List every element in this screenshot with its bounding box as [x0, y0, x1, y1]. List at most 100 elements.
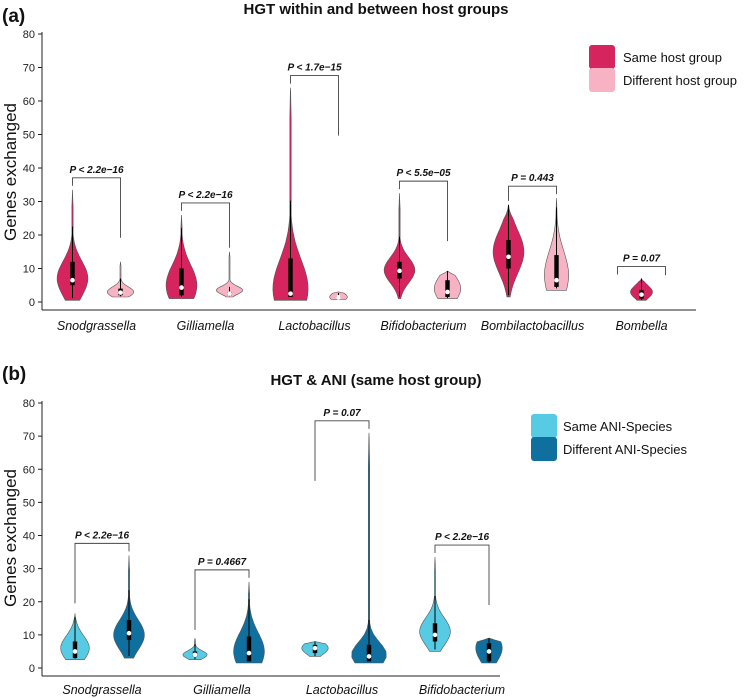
- x-tick-label-gilliamella: Gilliamella: [193, 683, 251, 697]
- iqr-box-snodgrassella-different-ani-species: [126, 619, 132, 640]
- panel-b-y-axis-label: Genes exchanged: [1, 469, 20, 607]
- legend-label-same-host-group: Same host group: [623, 50, 722, 65]
- significance-bracket-lactobacillus: [314, 420, 370, 481]
- panel-a-label: (a): [2, 6, 25, 27]
- significance-bracket-bombilactobacillus: [508, 185, 557, 201]
- y-tick-label: 20: [23, 230, 35, 242]
- legend-swatch-same-host-group: [589, 45, 615, 69]
- median-dot-snodgrassella-different-host-group: [118, 290, 123, 295]
- category-lactobacillus: Lactobacillus P < 1.7e−15: [272, 63, 351, 333]
- median-dot-bombella-same-host-group: [639, 292, 644, 297]
- y-tick-label: 20: [23, 597, 35, 609]
- p-value-label-gilliamella: P < 2.2e−16: [178, 190, 233, 201]
- category-bombella: Bombella P = 0.07: [615, 254, 667, 333]
- x-tick-label-lactobacillus: Lactobacillus: [278, 319, 350, 333]
- iqr-box-lactobacillus-same-host-group: [288, 258, 293, 297]
- y-tick-label: 50: [23, 130, 35, 142]
- iqr-box-lactobacillus-different-ani-species: [366, 644, 372, 662]
- p-value-label-snodgrassella: P < 2.2e−16: [69, 165, 124, 176]
- x-tick-label-bifidobacterium: Bifidobacterium: [419, 683, 505, 697]
- y-tick-label: 70: [23, 63, 35, 75]
- panel-b-legend: Same ANI-Species Different ANI-Species: [531, 414, 688, 461]
- p-value-label-bifidobacterium: P < 2.2e−16: [435, 532, 490, 543]
- median-dot-gilliamella-different-ani-species: [246, 650, 252, 656]
- x-tick-label-gilliamella: Gilliamella: [177, 319, 235, 333]
- y-tick-label: 80: [23, 29, 35, 41]
- median-dot-bifidobacterium-different-ani-species: [486, 649, 492, 654]
- p-value-label-gilliamella: P = 0.4667: [198, 557, 247, 568]
- iqr-box-gilliamella-different-ani-species: [246, 636, 252, 662]
- iqr-box-bombilactobacillus-same-host-group: [506, 240, 511, 269]
- median-dot-bifidobacterium-different-host-group: [445, 289, 450, 295]
- median-dot-gilliamella-different-host-group: [227, 291, 232, 296]
- category-bifidobacterium: Bifidobacterium P < 5.5e−05: [380, 168, 466, 333]
- significance-bracket-snodgrassella: [72, 177, 121, 238]
- p-value-label-bombella: P = 0.07: [623, 254, 661, 265]
- violin-lactobacillus-different-ani-species: [351, 432, 387, 664]
- category-bombilactobacillus: Bombilactobacillus P = 0.443: [481, 173, 585, 333]
- category-gilliamella: Gilliamella P < 2.2e−16: [165, 190, 244, 333]
- legend-swatch-different-ani-species: [531, 437, 557, 461]
- p-value-label-bifidobacterium: P < 5.5e−05: [396, 168, 451, 179]
- legend-label-different-host-group: Different host group: [623, 73, 737, 88]
- p-value-label-lactobacillus: P < 1.7e−15: [287, 63, 342, 74]
- legend-label-different-ani-species: Different ANI-Species: [563, 442, 688, 457]
- panel-a-y-axis-label: Genes exchanged: [1, 103, 20, 241]
- panel-b: (b) HGT & ANI (same host group) Genes ex…: [1, 364, 688, 697]
- significance-bracket-lactobacillus: [290, 75, 339, 136]
- y-tick-label: 40: [23, 531, 35, 543]
- x-tick-label-bombilactobacillus: Bombilactobacillus: [481, 319, 585, 333]
- x-tick-label-snodgrassella: Snodgrassella: [62, 683, 141, 697]
- y-tick-label: 0: [29, 297, 35, 309]
- legend-swatch-different-host-group: [589, 68, 615, 92]
- iqr-box-bombilactobacillus-different-host-group: [554, 255, 559, 287]
- median-dot-snodgrassella-different-ani-species: [126, 630, 132, 636]
- y-tick-label: 80: [23, 398, 35, 410]
- x-tick-label-bifidobacterium: Bifidobacterium: [380, 319, 466, 333]
- x-tick-label-lactobacillus: Lactobacillus: [306, 683, 378, 697]
- legend-swatch-same-ani-species: [531, 414, 557, 438]
- y-tick-label: 40: [23, 163, 35, 175]
- median-dot-bombilactobacillus-same-host-group: [506, 254, 511, 260]
- p-value-label-bombilactobacillus: P = 0.443: [511, 173, 554, 184]
- y-tick-label: 30: [23, 197, 35, 209]
- panel-b-title: HGT & ANI (same host group): [270, 372, 481, 389]
- y-tick-label: 70: [23, 431, 35, 443]
- violin-lactobacillus-same-host-group: [272, 87, 309, 301]
- category-gilliamella: Gilliamella P = 0.4667: [182, 557, 265, 697]
- y-tick-label: 10: [23, 264, 35, 276]
- median-dot-snodgrassella-same-ani-species: [72, 649, 78, 654]
- y-tick-label: 10: [23, 630, 35, 642]
- panel-a: (a) HGT within and between host groups G…: [1, 1, 737, 333]
- median-dot-bifidobacterium-same-ani-species: [432, 632, 438, 638]
- significance-bracket-gilliamella: [181, 202, 230, 248]
- panel-a-title: HGT within and between host groups: [244, 1, 509, 18]
- median-dot-gilliamella-same-host-group: [179, 285, 184, 290]
- legend-label-same-ani-species: Same ANI-Species: [563, 419, 673, 434]
- median-dot-lactobacillus-different-ani-species: [366, 654, 372, 659]
- iqr-box-snodgrassella-same-host-group: [70, 261, 75, 286]
- significance-bracket-bombella: [617, 266, 666, 276]
- iqr-box-bifidobacterium-different-host-group: [445, 280, 450, 297]
- p-value-label-snodgrassella: P < 2.2e−16: [75, 530, 130, 541]
- iqr-box-bifidobacterium-same-ani-species: [432, 623, 438, 642]
- panel-b-plot: 0 10 20 30 40 50 60 70 80 Snodgrassella P < 2.2e−1…: [23, 398, 505, 697]
- y-tick-label: 50: [23, 497, 35, 509]
- category-lactobacillus: Lactobacillus P = 0.07: [301, 408, 387, 697]
- category-snodgrassella: Snodgrassella P < 2.2e−16: [60, 530, 145, 697]
- significance-bracket-bifidobacterium: [399, 180, 448, 242]
- median-dot-bombilactobacillus-different-host-group: [554, 277, 559, 283]
- y-tick-label: 60: [23, 464, 35, 476]
- panel-a-plot: 0 10 20 30 40 50 60 70 80 Snodgrassella P < 2.2e−1…: [23, 29, 696, 333]
- p-value-label-lactobacillus: P = 0.07: [323, 408, 361, 419]
- y-tick-label: 0: [29, 663, 35, 675]
- iqr-box-gilliamella-same-host-group: [179, 268, 184, 296]
- significance-bracket-gilliamella: [194, 569, 250, 630]
- category-snodgrassella: Snodgrassella P < 2.2e−16: [56, 165, 136, 333]
- median-dot-gilliamella-same-ani-species: [192, 652, 198, 658]
- median-dot-lactobacillus-different-host-group: [336, 295, 341, 300]
- panel-b-label: (b): [2, 364, 26, 385]
- significance-bracket-snodgrassella: [74, 542, 130, 604]
- panel-a-legend: Same host group Different host group: [589, 45, 737, 92]
- median-dot-bifidobacterium-same-host-group: [397, 268, 402, 274]
